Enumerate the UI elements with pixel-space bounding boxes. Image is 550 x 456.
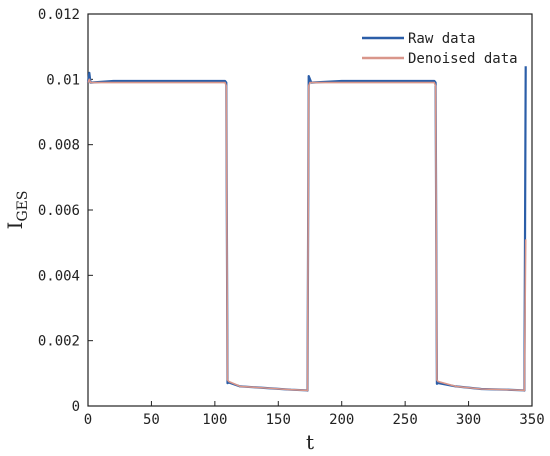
y-tick-label: 0.008 <box>38 138 80 154</box>
x-tick-label: 300 <box>456 412 481 428</box>
y-axis-title-main: I <box>3 222 27 230</box>
y-tick-label: 0.012 <box>38 7 80 23</box>
x-tick-label: 0 <box>84 412 92 428</box>
x-axis-title: t <box>306 430 314 454</box>
x-tick-label: 250 <box>392 412 417 428</box>
x-tick-label: 200 <box>329 412 354 428</box>
y-tick-label: 0.006 <box>38 203 80 219</box>
y-tick-label: 0.01 <box>46 72 80 88</box>
y-tick-label: 0.002 <box>38 334 80 350</box>
series-line-raw-data <box>86 66 527 392</box>
plot-area <box>87 13 533 407</box>
x-axis-ticks: 0 50 100 150 200 250 300 350 <box>84 401 545 428</box>
legend-label-denoised-data: Denoised data <box>408 51 518 67</box>
x-tick-label: 100 <box>202 412 227 428</box>
x-tick-label: 150 <box>266 412 291 428</box>
series-line-denoised-data <box>87 78 527 392</box>
y-tick-label: 0.004 <box>38 268 80 284</box>
y-axis-ticks: 0 0.002 0.004 0.006 0.008 0.01 0.012 <box>38 7 93 415</box>
y-tick-label: 0 <box>72 399 80 415</box>
svg-text:IGES: IGES <box>3 191 31 230</box>
series-layer <box>86 66 527 392</box>
y-axis-title: IGES <box>3 191 31 230</box>
x-tick-label: 50 <box>143 412 160 428</box>
legend-label-raw-data: Raw data <box>408 31 475 47</box>
x-tick-label: 350 <box>519 412 544 428</box>
y-axis-title-sub: GES <box>15 191 31 222</box>
legend: Raw data Denoised data <box>362 31 518 67</box>
